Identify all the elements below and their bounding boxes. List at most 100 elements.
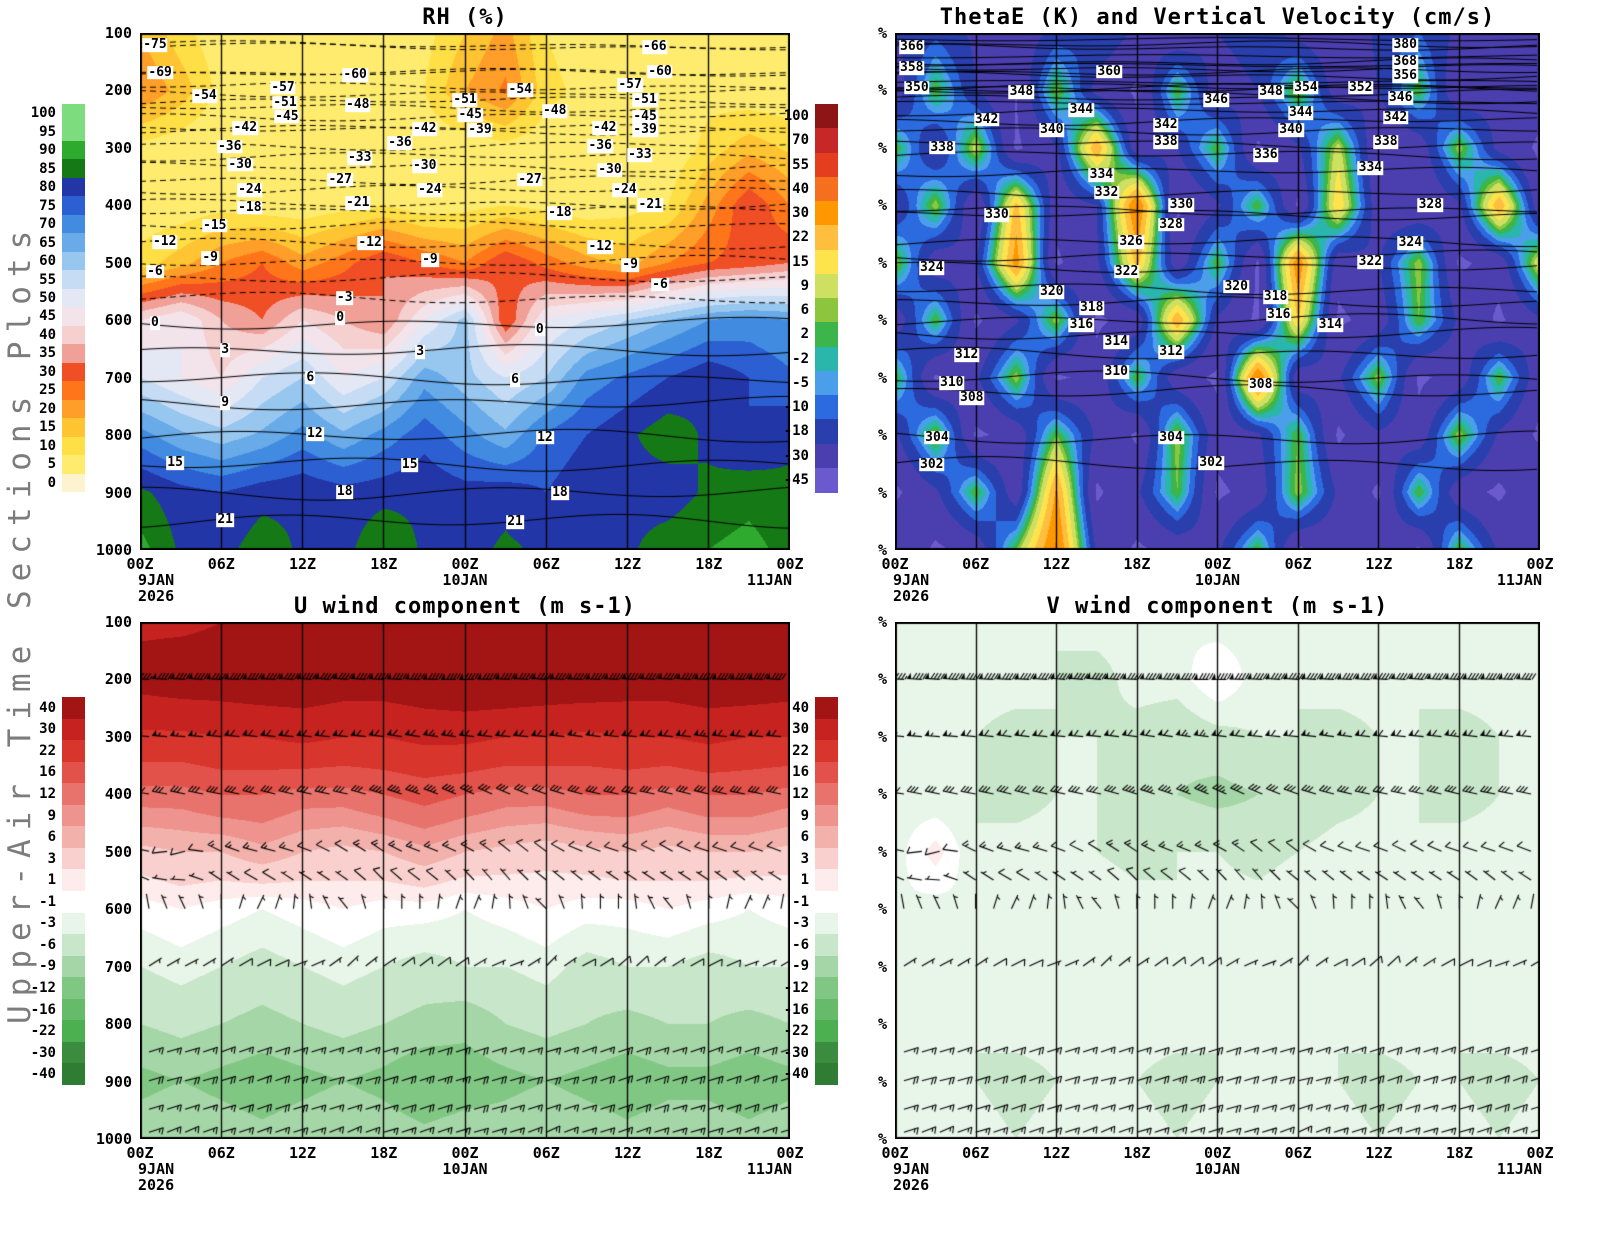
colorbar-swatch <box>815 395 838 420</box>
colorbar-swatch <box>62 718 85 741</box>
colorbar-swatch <box>62 455 85 475</box>
colorbar-swatch <box>62 362 85 382</box>
colorbar-swatch <box>62 177 85 197</box>
colorbar-label: 0 <box>47 474 56 491</box>
y-tick-label: % <box>877 613 887 631</box>
colorbar-swatch <box>62 344 85 364</box>
x-tick-label: 00Z <box>776 1144 804 1162</box>
y-tick-label: % <box>877 368 887 387</box>
colorbar-swatch <box>815 322 838 347</box>
colorbar-label: 65 <box>39 234 56 251</box>
colorbar-swatch <box>62 251 85 271</box>
y-tick-label: 900 <box>104 1072 132 1091</box>
thetae-plot-canvas <box>895 33 1540 550</box>
x-tick-label: 18Z <box>695 1144 723 1162</box>
colorbar-label: 12 <box>39 786 56 802</box>
colorbar-swatch <box>815 128 838 153</box>
colorbar-label: -45 <box>783 471 809 488</box>
y-tick-label: 700 <box>104 368 132 387</box>
x-tick-label: 12Z <box>1042 555 1070 573</box>
colorbar-label: 3 <box>800 850 809 867</box>
y-tick-label: % <box>877 196 887 215</box>
colorbar-label: 45 <box>39 308 56 325</box>
colorbar-label: 1 <box>47 872 56 889</box>
colorbar-label: 55 <box>792 156 809 173</box>
y-tick-label: % <box>877 842 887 861</box>
date-label-start: 9JAN <box>893 571 930 589</box>
colorbar-label: 100 <box>783 108 809 125</box>
x-tick-label: 12Z <box>288 1144 317 1162</box>
colorbar-swatch <box>62 159 85 179</box>
y-tick-label: 800 <box>104 1015 132 1034</box>
colorbar-swatch <box>62 891 85 914</box>
colorbar-swatch <box>815 847 838 870</box>
colorbar-swatch <box>815 1063 838 1086</box>
colorbar-label: 60 <box>39 253 56 270</box>
x-tick-label: 18Z <box>1445 1144 1473 1162</box>
x-tick-label: 18Z <box>1445 555 1473 573</box>
colorbar-label: 70 <box>792 132 809 149</box>
colorbar-label: -30 <box>783 1044 809 1061</box>
u-wind-plot-canvas <box>140 622 790 1139</box>
colorbar-swatch <box>815 201 838 226</box>
date-label-mid: 10JAN <box>1194 1160 1241 1178</box>
colorbar-label: 95 <box>39 123 56 140</box>
colorbar-swatch <box>815 955 838 978</box>
colorbar-label: -9 <box>792 958 809 975</box>
colorbar-swatch <box>815 467 838 493</box>
colorbar-label: 80 <box>39 179 56 196</box>
colorbar-label: 5 <box>47 456 56 473</box>
colorbar-swatch <box>815 298 838 323</box>
colorbar-label: 30 <box>792 721 809 738</box>
colorbar-label: 20 <box>39 400 56 417</box>
colorbar-label: 55 <box>39 271 56 288</box>
y-tick-label: % <box>877 311 887 330</box>
x-tick-label: 12Z <box>613 1144 642 1162</box>
x-tick-label: 06Z <box>962 1144 990 1162</box>
colorbar-swatch <box>62 214 85 234</box>
colorbar-label: 100 <box>30 105 56 122</box>
colorbar-swatch <box>62 436 85 456</box>
date-label-start: 9JAN <box>138 1160 175 1178</box>
colorbar-swatch <box>62 761 85 784</box>
colorbar-label: 3 <box>47 850 56 867</box>
colorbar-swatch <box>815 152 838 178</box>
y-tick-label: % <box>877 1015 887 1034</box>
x-tick-label: 00Z <box>1526 555 1554 573</box>
colorbar-swatch <box>62 1041 85 1064</box>
x-tick-label: 12Z <box>1042 1144 1070 1162</box>
colorbar-swatch <box>62 307 85 327</box>
colorbar-label: 9 <box>47 807 56 824</box>
x-tick-label: 06Z <box>1284 1144 1312 1162</box>
colorbar-swatch <box>62 418 85 438</box>
colorbar-label: 22 <box>792 742 809 759</box>
colorbar-label: 75 <box>39 197 56 214</box>
y-tick-label: 400 <box>104 785 132 804</box>
y-tick-label: % <box>877 670 887 689</box>
x-tick-label: 06Z <box>962 555 990 573</box>
y-tick-label: 800 <box>104 426 132 445</box>
y-tick-label: 300 <box>104 138 132 157</box>
x-tick-label: 06Z <box>532 555 560 573</box>
date-label-year: 2026 <box>138 587 175 605</box>
colorbar-swatch <box>62 104 85 123</box>
y-tick-label: % <box>877 957 887 976</box>
date-label-mid: 10JAN <box>442 1160 488 1178</box>
colorbar-swatch <box>815 419 838 444</box>
colorbar-label: -3 <box>792 915 809 932</box>
y-tick-label: 200 <box>104 670 132 689</box>
y-tick-label: 600 <box>104 311 132 330</box>
colorbar-label: 40 <box>39 326 56 343</box>
colorbar-label: 40 <box>792 180 809 197</box>
colorbar-label: 9 <box>800 277 809 294</box>
y-tick-label: 1000 <box>95 541 132 559</box>
y-tick-label: 100 <box>104 24 132 42</box>
colorbar-swatch <box>815 761 838 784</box>
colorbar-label: 70 <box>39 216 56 233</box>
colorbar-label: 9 <box>800 807 809 824</box>
colorbar-swatch <box>62 804 85 827</box>
x-tick-label: 12Z <box>1365 1144 1393 1162</box>
y-tick-label: 700 <box>104 957 132 976</box>
colorbar-swatch <box>62 826 85 849</box>
